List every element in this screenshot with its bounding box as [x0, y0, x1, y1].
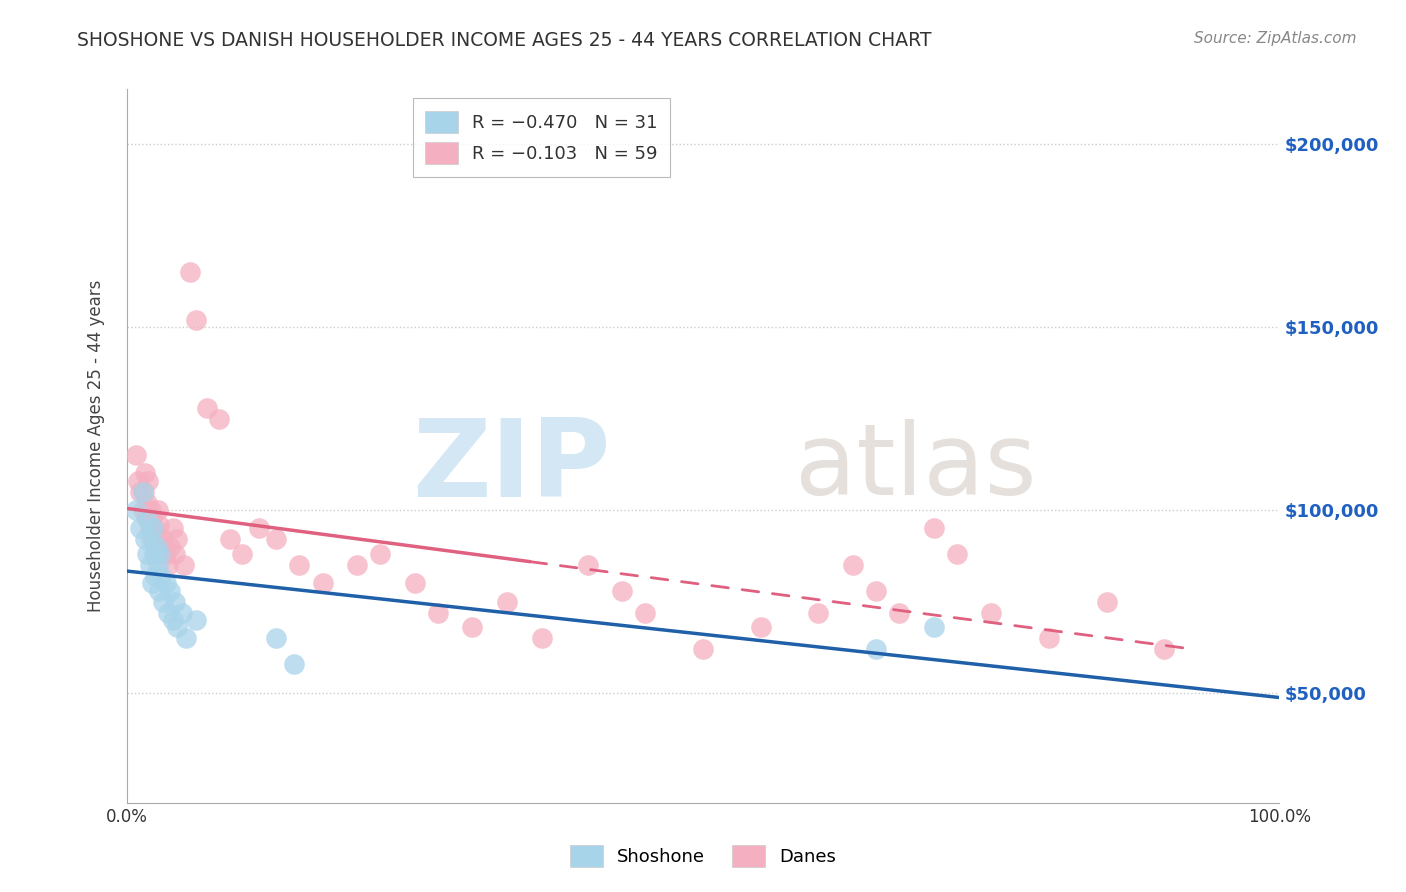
Point: [288, 558, 311, 572]
Y-axis label: Householder Income Ages 25 - 44 years: Householder Income Ages 25 - 44 years: [87, 280, 105, 612]
Point: [138, 558, 160, 572]
Point: [131, 503, 153, 517]
Point: [266, 631, 288, 645]
Point: [173, 558, 195, 572]
Point: [231, 547, 253, 561]
Point: [139, 503, 162, 517]
Point: [142, 533, 165, 547]
Point: [132, 484, 155, 499]
Point: [162, 521, 184, 535]
Point: [141, 576, 163, 591]
Point: [219, 533, 242, 547]
Point: [404, 576, 426, 591]
Point: [145, 533, 167, 547]
Point: [127, 474, 149, 488]
Point: [166, 620, 188, 634]
Point: [152, 594, 174, 608]
Legend: Shoshone, Danes: Shoshone, Danes: [562, 838, 844, 874]
Point: [184, 312, 207, 326]
Point: [247, 521, 270, 535]
Point: [150, 569, 173, 583]
Point: [576, 558, 599, 572]
Point: [136, 547, 159, 561]
Point: [266, 533, 288, 547]
Point: [865, 642, 887, 657]
Point: [146, 503, 169, 517]
Text: atlas: atlas: [796, 419, 1036, 516]
Point: [157, 606, 180, 620]
Point: [922, 521, 945, 535]
Point: [157, 558, 180, 572]
Point: [145, 547, 166, 561]
Point: [170, 606, 193, 620]
Point: [152, 533, 174, 547]
Point: [842, 558, 865, 572]
Point: [980, 606, 1002, 620]
Point: [138, 474, 160, 488]
Point: [634, 606, 657, 620]
Point: [208, 411, 231, 425]
Point: [155, 576, 177, 591]
Point: [159, 540, 181, 554]
Point: [283, 657, 305, 671]
Point: [368, 547, 391, 561]
Point: [1153, 642, 1175, 657]
Point: [159, 583, 181, 598]
Point: [163, 547, 186, 561]
Point: [139, 533, 162, 547]
Point: [143, 521, 166, 535]
Point: [148, 517, 170, 532]
Point: [129, 484, 152, 499]
Point: [530, 631, 553, 645]
Point: [141, 510, 163, 524]
Point: [131, 484, 153, 499]
Point: [138, 514, 160, 528]
Point: [1095, 594, 1118, 608]
Point: [136, 496, 159, 510]
Point: [135, 510, 157, 524]
Point: [149, 547, 172, 561]
Point: [865, 583, 887, 598]
Point: [162, 613, 184, 627]
Point: [145, 540, 167, 554]
Text: Source: ZipAtlas.com: Source: ZipAtlas.com: [1194, 31, 1357, 46]
Point: [692, 642, 714, 657]
Point: [129, 521, 152, 535]
Point: [148, 583, 170, 598]
Text: ZIP: ZIP: [412, 415, 610, 520]
Point: [807, 606, 830, 620]
Point: [150, 540, 173, 554]
Point: [184, 613, 207, 627]
Point: [146, 558, 169, 572]
Point: [945, 547, 967, 561]
Point: [1038, 631, 1060, 645]
Point: [166, 533, 188, 547]
Point: [311, 576, 333, 591]
Point: [176, 631, 198, 645]
Point: [426, 606, 449, 620]
Point: [125, 448, 148, 462]
Point: [461, 620, 484, 634]
Point: [496, 594, 519, 608]
Point: [138, 521, 160, 535]
Point: [134, 467, 156, 481]
Point: [125, 503, 148, 517]
Point: [134, 533, 156, 547]
Point: [749, 620, 772, 634]
Point: [887, 606, 910, 620]
Point: [346, 558, 368, 572]
Point: [612, 583, 634, 598]
Point: [143, 547, 166, 561]
Text: SHOSHONE VS DANISH HOUSEHOLDER INCOME AGES 25 - 44 YEARS CORRELATION CHART: SHOSHONE VS DANISH HOUSEHOLDER INCOME AG…: [77, 31, 932, 50]
Legend: R = −0.470   N = 31, R = −0.103   N = 59: R = −0.470 N = 31, R = −0.103 N = 59: [413, 98, 671, 177]
Point: [922, 620, 945, 634]
Point: [179, 265, 201, 279]
Point: [163, 594, 186, 608]
Point: [145, 569, 166, 583]
Point: [195, 401, 218, 415]
Point: [142, 521, 165, 535]
Point: [155, 547, 177, 561]
